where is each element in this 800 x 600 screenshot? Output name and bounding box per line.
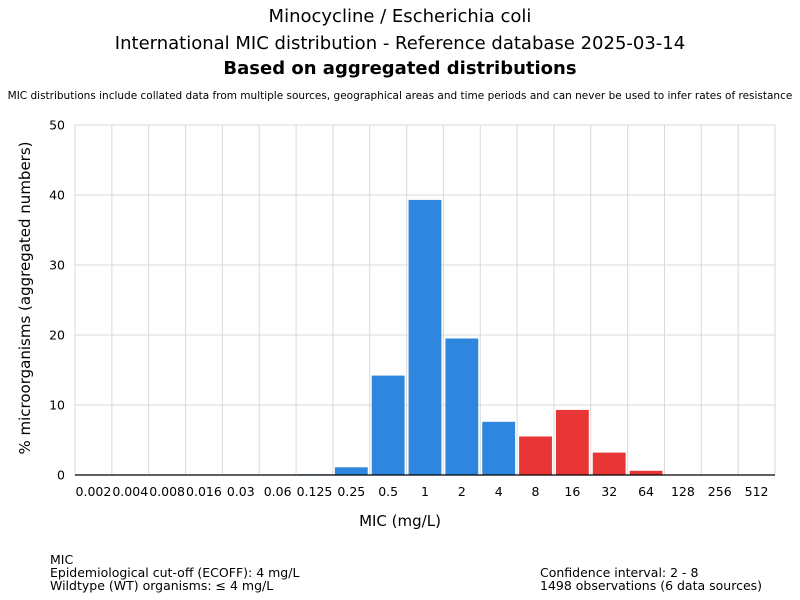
x-tick-label: 0.008 (149, 484, 185, 499)
bar-2 (445, 338, 479, 475)
bars-layer (298, 199, 663, 475)
chart-title: Minocycline / Escherichia coli (268, 6, 532, 27)
x-tick-label: 0.06 (264, 484, 292, 499)
footer-wildtype: Wildtype (WT) organisms: ≤ 4 mg/L (50, 578, 274, 593)
x-tick-label: 0.03 (227, 484, 255, 499)
axis-layer: 0 10 20 30 40 50 0.002 0.004 0.008 0.016 0.03 0.06 0… (49, 118, 775, 499)
x-tick-label: 0.004 (112, 484, 148, 499)
bar-16 (555, 409, 589, 475)
footer-left: MIC Epidemiological cut-off (ECOFF): 4 m… (50, 553, 299, 592)
x-tick-label: 512 (745, 484, 769, 499)
y-tick-label: 0 (57, 468, 65, 483)
y-tick-label: 30 (49, 258, 65, 273)
bar-32 (592, 452, 626, 475)
x-tick-label: 16 (564, 484, 580, 499)
bar-0.5 (371, 375, 405, 475)
bar-8 (519, 436, 552, 475)
chart-note: MIC distributions include collated data … (7, 90, 793, 102)
x-tick-label: 2 (458, 484, 466, 499)
x-tick-label: 0.125 (297, 484, 333, 499)
footer-confidence-interval: Confidence interval: 2 - 8 (540, 565, 699, 580)
y-axis-label: % microorganisms (aggregated numbers) (16, 141, 34, 454)
x-tick-label: 4 (495, 484, 503, 499)
x-tick-label: 64 (638, 484, 654, 499)
y-tick-label: 50 (49, 118, 65, 133)
bar-1 (408, 199, 442, 475)
x-tick-label: 0.25 (337, 484, 365, 499)
x-tick-label: 8 (532, 484, 540, 499)
x-tick-label: 0.5 (378, 484, 398, 499)
y-tick-label: 20 (49, 328, 65, 343)
footer-observations: 1498 observations (6 data sources) (540, 578, 763, 593)
x-tick-label: 256 (708, 484, 732, 499)
bar-0.25 (334, 467, 368, 475)
footer-mic-label: MIC (50, 552, 74, 567)
grid-layer (74, 124, 776, 476)
bar-4 (482, 421, 516, 475)
chart-bold-subtitle: Based on aggregated distributions (223, 58, 577, 79)
footer-ecoff: Epidemiological cut-off (ECOFF): 4 mg/L (50, 565, 300, 580)
y-tick-label: 10 (49, 398, 65, 413)
footer-right: Confidence interval: 2 - 8 1498 observat… (540, 566, 762, 592)
x-tick-label: 0.002 (76, 484, 112, 499)
x-axis-label: MIC (mg/L) (359, 512, 441, 530)
x-tick-label: 128 (671, 484, 695, 499)
x-tick-label: 32 (601, 484, 617, 499)
x-tick-label: 1 (421, 484, 429, 499)
x-tick-label: 0.016 (186, 484, 222, 499)
bar-64 (629, 470, 663, 475)
chart-subtitle: International MIC distribution - Referen… (114, 33, 686, 54)
y-tick-label: 40 (49, 188, 65, 203)
